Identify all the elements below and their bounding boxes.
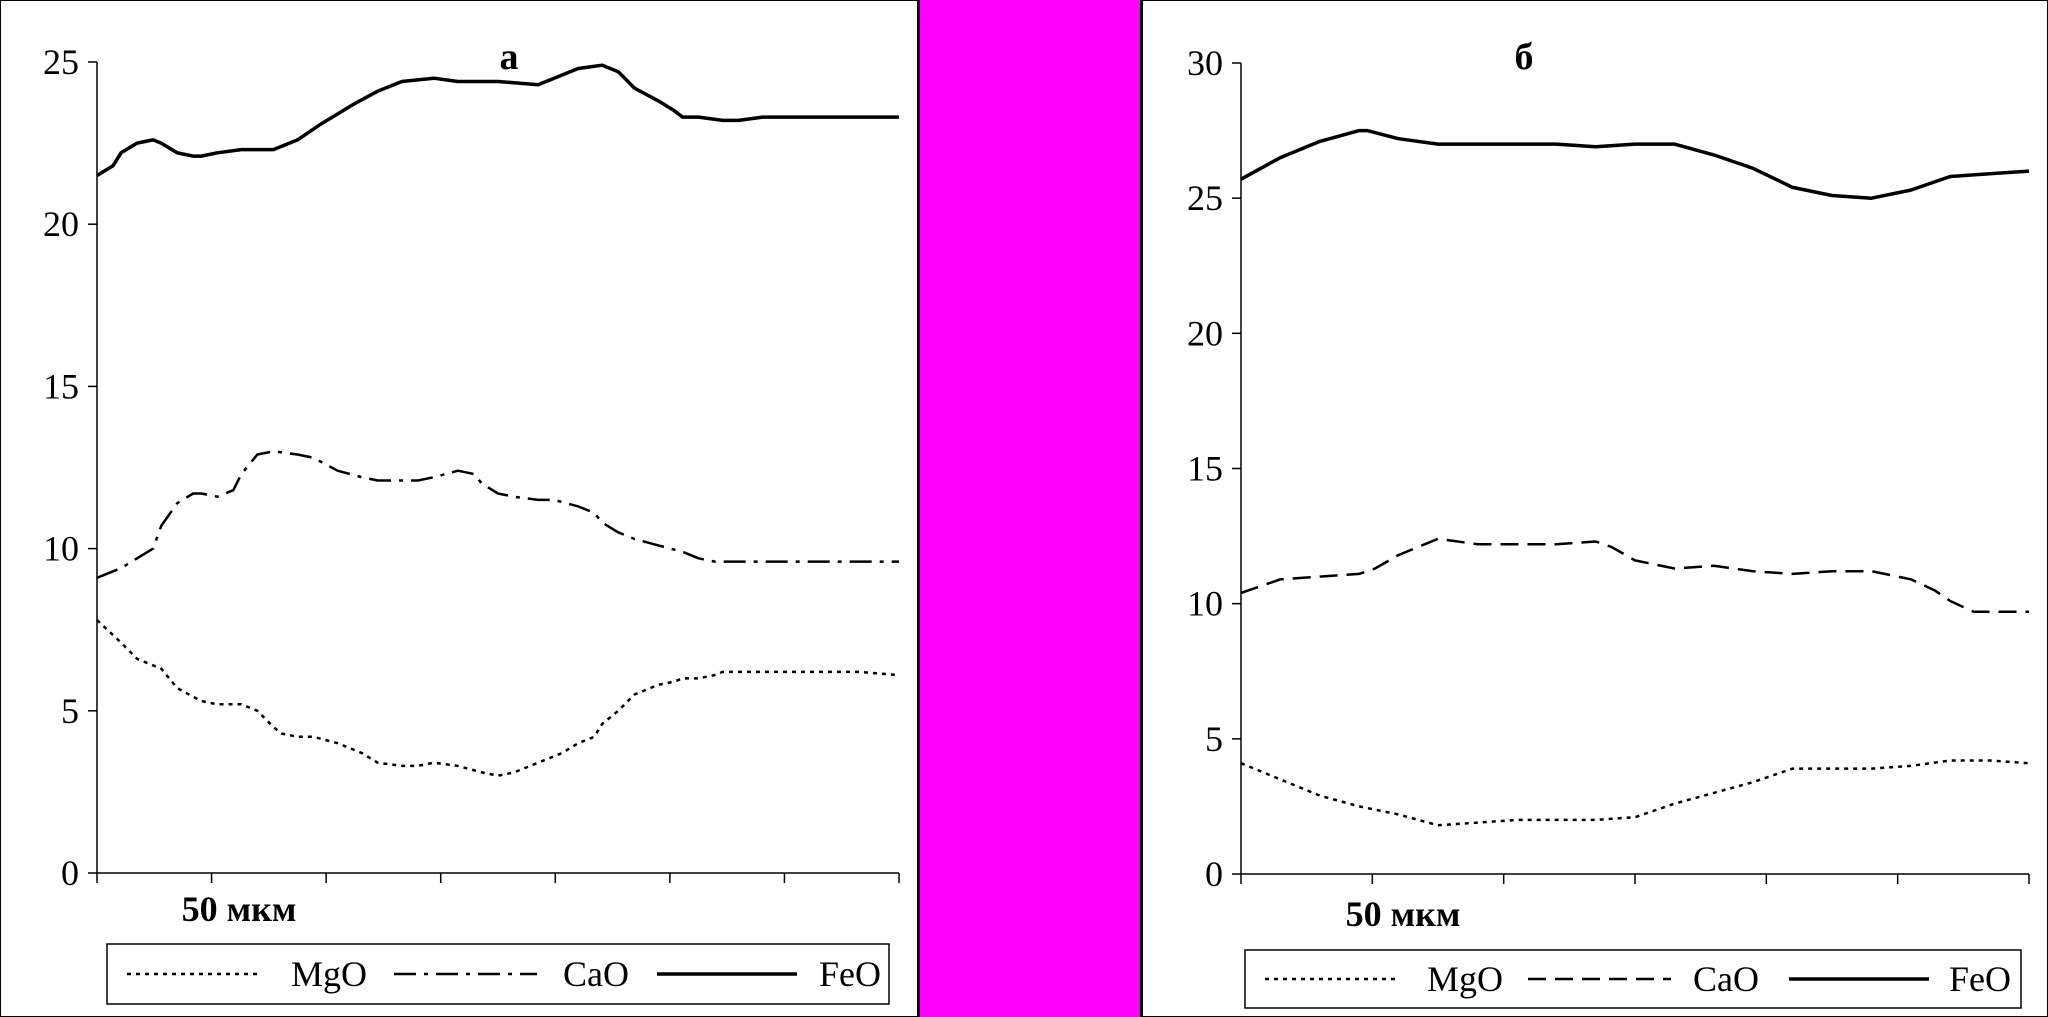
- chart-panel-b: 0 5 10 15 20 25 30 б 50 мкм MgO CaO FeO: [1142, 0, 2048, 1017]
- y-tick-label: 10: [43, 529, 79, 569]
- series-line-cao: [1240, 537, 2029, 614]
- series-line-cao: [96, 450, 899, 579]
- legend-label-cao: CaO: [1693, 959, 1759, 999]
- y-tick-label: 25: [1187, 178, 1223, 218]
- y-tick-label: 10: [1187, 584, 1223, 624]
- legend-label-mgo: MgO: [1427, 959, 1503, 999]
- series-line-feo: [1240, 128, 2030, 200]
- chart-title: б: [1515, 36, 1534, 78]
- legend-label-feo: FeO: [1949, 959, 2011, 999]
- y-tick-label: 25: [43, 42, 79, 82]
- chart-b-svg: 0 5 10 15 20 25 30 б 50 мкм MgO CaO FeO: [1187, 36, 2030, 1009]
- legend-label-cao: CaO: [563, 954, 629, 994]
- scale-label: 50 мкм: [1346, 894, 1461, 934]
- legend-label-mgo: MgO: [291, 954, 367, 994]
- y-tick-label: 15: [1187, 449, 1223, 489]
- separator-bar: [918, 0, 1142, 1017]
- y-tick-label: 0: [61, 853, 79, 893]
- y-tick-label: 5: [61, 691, 79, 731]
- series-line-feo: [96, 63, 899, 177]
- y-tick-label: 20: [1187, 313, 1223, 353]
- scale-label: 50 мкм: [182, 889, 297, 929]
- y-tick-label: 0: [1205, 854, 1223, 894]
- y-tick-label: 15: [43, 366, 79, 406]
- y-tick-label: 20: [43, 204, 79, 244]
- chart-a-svg: 0 5 10 15 20 25 а 50 мкм MgO CaO FeO: [43, 36, 900, 1005]
- y-tick-label: 5: [1205, 719, 1223, 759]
- y-tick-label: 30: [1187, 43, 1223, 83]
- chart-panel-a: 0 5 10 15 20 25 а 50 мкм MgO CaO FeO: [0, 0, 918, 1017]
- series-line-mgo: [96, 619, 900, 777]
- legend-label-feo: FeO: [819, 954, 881, 994]
- chart-title: а: [500, 36, 519, 78]
- series-line-mgo: [1240, 759, 2030, 827]
